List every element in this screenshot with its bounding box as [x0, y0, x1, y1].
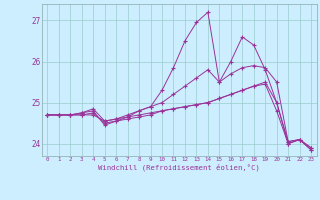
- X-axis label: Windchill (Refroidissement éolien,°C): Windchill (Refroidissement éolien,°C): [98, 164, 260, 171]
